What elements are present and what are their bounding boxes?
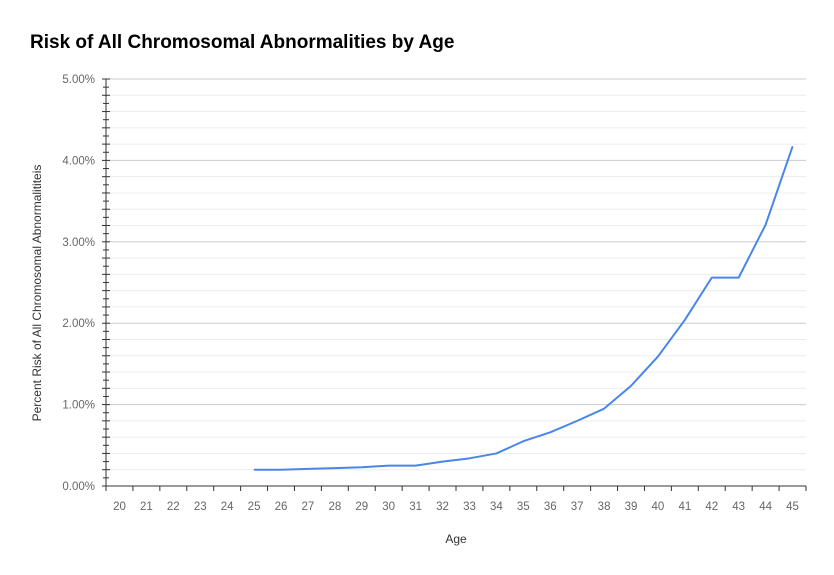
data-point: [495, 452, 497, 454]
x-tick-label: 30: [382, 501, 395, 513]
x-tick-label: 28: [328, 501, 341, 513]
data-point: [253, 469, 255, 471]
x-tick-label: 24: [221, 501, 234, 513]
data-point: [738, 277, 740, 279]
data-point: [280, 469, 282, 471]
x-tick-label: 25: [248, 501, 261, 513]
x-tick-label: 23: [194, 501, 207, 513]
series: [253, 146, 794, 471]
data-point: [549, 431, 551, 433]
data-point: [576, 420, 578, 422]
x-tick-label: 27: [302, 501, 315, 513]
gridlines: [106, 78, 806, 471]
x-tick-label: 41: [678, 501, 691, 513]
y-tick-labels: 0.00% 1.00% 2.00% 3.00% 4.00% 5.00%: [62, 74, 95, 493]
data-point: [657, 356, 659, 358]
data-point: [468, 457, 470, 459]
y-tick-label: 0.00%: [62, 481, 95, 493]
x-tick-label: 22: [167, 501, 180, 513]
data-point: [442, 461, 444, 463]
y-tick-label: 5.00%: [62, 74, 95, 86]
x-tick-label: 21: [140, 501, 153, 513]
data-point: [334, 467, 336, 469]
y-tick-label: 4.00%: [62, 155, 95, 167]
x-tick-label: 26: [275, 501, 288, 513]
x-tick-label: 40: [652, 501, 665, 513]
x-tick-label: 36: [544, 501, 557, 513]
data-point: [603, 408, 605, 410]
y-tick-label: 1.00%: [62, 400, 95, 412]
axes: [102, 78, 807, 491]
x-tick-label: 34: [490, 501, 503, 513]
x-tick-label: 29: [355, 501, 368, 513]
data-point: [307, 468, 309, 470]
x-tick-labels: 20 21 22 23 24 25 26 27 28 29 30 31 32 33 34 35 36 37 38 39…: [113, 501, 799, 513]
x-tick-label: 39: [625, 501, 638, 513]
chart-title: Risk of All Chromosomal Abnormalities by…: [30, 32, 454, 53]
x-tick-label: 37: [571, 501, 584, 513]
x-tick-label: 20: [113, 501, 126, 513]
x-tick-label: 43: [732, 501, 745, 513]
data-point: [522, 440, 524, 442]
data-point: [792, 146, 794, 148]
y-tick-label: 3.00%: [62, 237, 95, 249]
x-tick-label: 31: [409, 501, 422, 513]
x-tick-label: 42: [705, 501, 718, 513]
x-axis-label: Age: [445, 532, 467, 546]
x-tick-label: 33: [463, 501, 476, 513]
x-tick-label: 45: [786, 501, 799, 513]
x-tick-label: 32: [436, 501, 449, 513]
data-point: [415, 465, 417, 467]
y-axis-label: Percent Risk of All Chromosomal Abnormal…: [30, 165, 44, 422]
data-point: [388, 465, 390, 467]
data-point: [711, 277, 713, 279]
x-tick-label: 44: [759, 501, 772, 513]
x-tick-label: 35: [517, 501, 530, 513]
data-point: [684, 319, 686, 321]
data-point: [361, 466, 363, 468]
y-tick-label: 2.00%: [62, 318, 95, 330]
data-point: [765, 224, 767, 226]
x-tick-label: 38: [598, 501, 611, 513]
data-point: [630, 385, 632, 387]
